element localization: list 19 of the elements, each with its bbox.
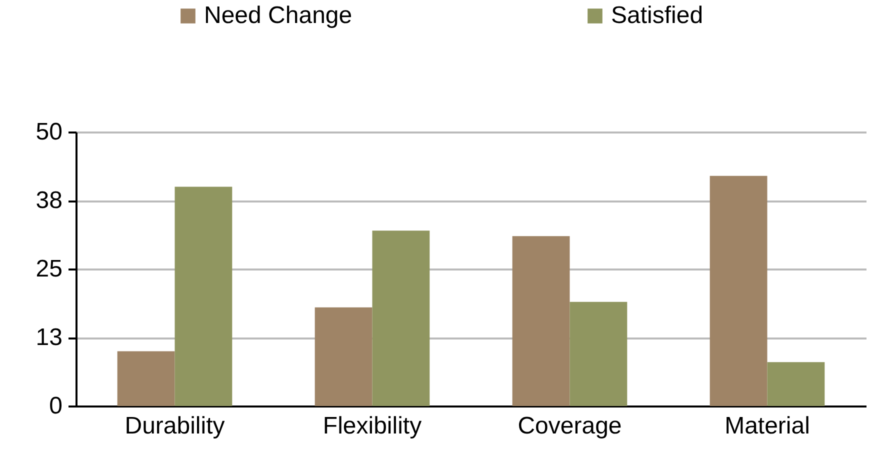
legend-label: Satisfied [611, 2, 704, 29]
bar [570, 302, 628, 406]
legend-label: Need Change [204, 2, 352, 29]
bar [512, 236, 570, 406]
x-tick-label: Material [724, 412, 810, 440]
bar [117, 351, 175, 406]
x-tick-label: Durability [124, 412, 225, 440]
bar [314, 307, 372, 406]
y-tick-label: 0 [49, 392, 62, 420]
bar [174, 186, 232, 406]
x-tick-label: Flexibility [322, 412, 422, 440]
bar [710, 176, 768, 406]
bar [372, 230, 430, 406]
y-tick-label: 38 [36, 187, 62, 214]
x-tick-label: Coverage [518, 412, 622, 440]
y-tick-label: 50 [36, 118, 62, 146]
y-tick-label: 13 [36, 324, 62, 351]
y-tick-label: 25 [36, 256, 62, 282]
bar [767, 362, 825, 406]
